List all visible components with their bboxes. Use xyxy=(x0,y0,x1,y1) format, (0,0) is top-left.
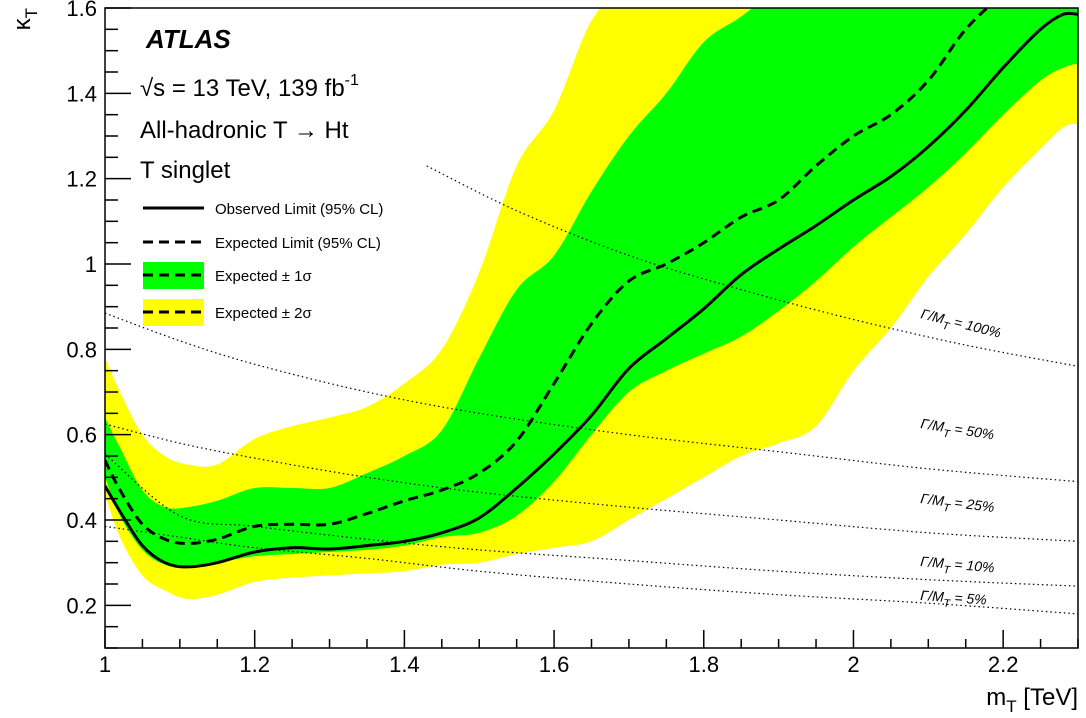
x-tick-label: 1.2 xyxy=(239,652,270,677)
y-axis-title: κT xyxy=(9,8,41,30)
x-tick-label: 2.2 xyxy=(988,652,1019,677)
x-tick-label: 1.4 xyxy=(389,652,420,677)
legend: Observed Limit (95% CL) Expected Limit (9… xyxy=(143,201,383,326)
experiment-label: ATLAS xyxy=(145,24,231,54)
x-tick-label: 1.6 xyxy=(539,652,570,677)
legend-label: Expected Limit (95% CL) xyxy=(215,235,381,252)
y-tick-label: 0.8 xyxy=(66,337,97,362)
uncertainty-bands xyxy=(105,8,1078,600)
y-tick-label: 1.2 xyxy=(66,167,97,192)
limit-curves xyxy=(105,8,1078,569)
legend-label: Observed Limit (95% CL) xyxy=(215,201,383,218)
x-axis-title: mT [TeV] xyxy=(986,684,1078,716)
x-tick-label: 1 xyxy=(99,652,111,677)
y-tick-label: 1 xyxy=(85,252,97,277)
width-contour-line xyxy=(105,525,1078,615)
width-contour-label: Γ/MT = 10% xyxy=(919,553,995,580)
legend-label: Expected ± 1σ xyxy=(215,268,312,285)
energy-lumi-label: √s = 13 TeV, 139 fb-1 xyxy=(140,72,359,102)
x-tick-label: 1.8 xyxy=(688,652,719,677)
expected-limit-line xyxy=(105,8,990,546)
axes: 1 1.2 1.4 1.6 1.8 2 2.2 0.2 0.4 0.6 0.8 1 1.2 1.4 1.6 xyxy=(66,0,1079,677)
y-tick-label: 0.6 xyxy=(66,423,97,448)
y-tick-label: 1.4 xyxy=(66,81,97,106)
channel-label: All-hadronic T → Ht xyxy=(140,117,349,144)
width-contour-line xyxy=(105,453,1078,587)
y-tick-label: 0.2 xyxy=(66,593,97,618)
y-tick-label: 0.4 xyxy=(66,508,97,533)
width-contour-label: Γ/MT = 5% xyxy=(919,587,987,613)
width-contour-label: Γ/MT = 50% xyxy=(919,415,996,447)
width-contour-line xyxy=(426,165,1078,367)
y-tick-label: 1.6 xyxy=(66,0,97,21)
legend-label: Expected ± 2σ xyxy=(215,305,312,322)
x-tick-label: 2 xyxy=(847,652,859,677)
band-1sigma xyxy=(105,8,1078,568)
width-contour-label: Γ/MT = 25% xyxy=(919,490,995,520)
observed-limit-line xyxy=(105,11,1078,569)
width-contours xyxy=(105,165,1078,615)
model-label: T singlet xyxy=(140,157,231,184)
